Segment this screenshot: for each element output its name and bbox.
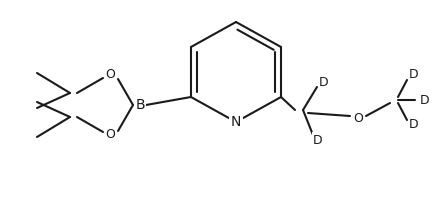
Text: N: N — [231, 115, 241, 129]
Text: O: O — [105, 68, 115, 81]
Text: O: O — [105, 129, 115, 141]
Text: O: O — [353, 111, 363, 124]
Text: B: B — [135, 98, 145, 112]
Text: D: D — [420, 94, 430, 106]
Text: D: D — [313, 133, 323, 146]
Text: D: D — [409, 68, 419, 81]
Text: D: D — [409, 119, 419, 132]
Text: D: D — [319, 76, 329, 89]
